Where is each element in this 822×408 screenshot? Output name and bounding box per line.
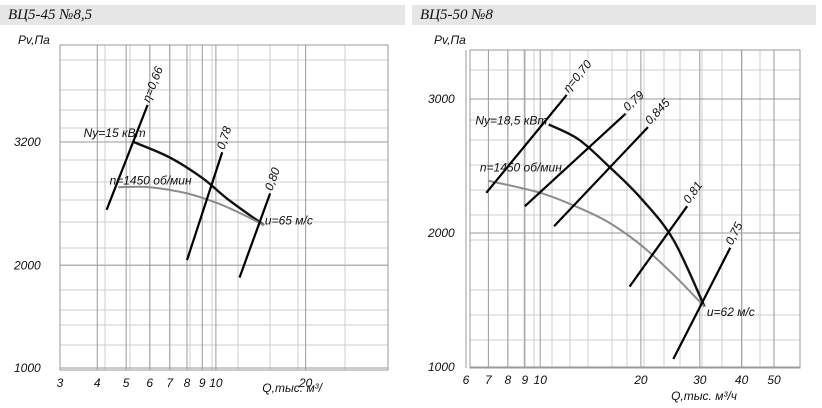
power-curve [133, 140, 265, 227]
efficiency-label: 0,80 [262, 165, 283, 192]
efficiency-line [105, 104, 149, 211]
y-tick-label: 1000 [14, 361, 41, 375]
curve-annotation: u=65 м/с [265, 214, 313, 228]
y-tick-label: 2000 [13, 258, 41, 272]
x-tick-label: 9 [199, 376, 206, 390]
x-tick-label: 6 [146, 376, 153, 390]
efficiency-label: 0,81 [680, 179, 705, 206]
x-tick-label: 9 [522, 373, 529, 387]
y-tick-label: 1000 [428, 360, 455, 374]
x-tick-label: 6 [463, 373, 470, 387]
speed-curve [488, 179, 706, 308]
y-tick-label: 3200 [14, 135, 41, 149]
x-tick-label: 7 [166, 376, 174, 390]
chart-right-plot: Pv,Па Q,тыс. м³/ч 6 7 8 9 10 20 30 40 50 1000 2000 30… [427, 33, 801, 403]
chart-left-title: ВЦ5-45 №8,5 [0, 5, 405, 25]
chart-right: ВЦ5-50 №8 Pv,Па Q,тыс. м³/ч 6 7 8 9 10 20 30 40 50… [412, 0, 822, 408]
y-axis-label: Pv,Па [434, 33, 466, 47]
curve-annotation: n=1450 об/мин [110, 174, 192, 188]
efficiency-label: η=0,66 [139, 64, 166, 104]
efficiency-label: 0,79 [620, 88, 647, 114]
x-tick-label: 10 [209, 376, 223, 390]
curve-annotation: Ny=15 кВт [84, 126, 146, 140]
efficiency-line [524, 112, 627, 208]
efficiency-label: 0,845 [642, 96, 673, 128]
grid [465, 49, 801, 369]
x-tick-label: 5 [123, 376, 130, 390]
x-tick-label: 10 [534, 373, 548, 387]
x-tick-label: 8 [504, 373, 511, 387]
curve-annotation: n=1450 об/мин [480, 160, 562, 174]
efficiency-line [672, 247, 732, 360]
efficiency-label: η=0,70 [560, 57, 595, 95]
x-tick-label: 20 [298, 376, 313, 390]
speed-curve [118, 185, 265, 227]
x-tick-label: 50 [767, 373, 781, 387]
y-tick-label: 3000 [428, 92, 455, 106]
y-axis-label: Pv,Па [18, 33, 50, 47]
chart-left: ВЦ5-45 №8,5 Pv,Па Q,тыс. м³/3 4 5 6 7 8 9 10 20 10… [0, 0, 405, 408]
power-curve [548, 123, 706, 308]
efficiency-line [485, 94, 568, 194]
x-tick-label: 40 [735, 373, 749, 387]
efficiency-line [628, 205, 689, 288]
efficiency-line [553, 126, 649, 228]
curve-annotation: u=62 м/с [707, 305, 755, 319]
efficiency-line [185, 151, 224, 261]
plot-frame [469, 49, 801, 369]
x-tick-label: 7 [485, 373, 493, 387]
curve-annotation: Ny=18,5 кВт [475, 113, 547, 127]
x-tick-label: 4 [94, 376, 101, 390]
x-tick-label: 8 [184, 376, 191, 390]
x-tick-label: 20 [633, 373, 648, 387]
y-tick-label: 2000 [427, 226, 455, 240]
chart-left-plot: Pv,Па Q,тыс. м³/3 4 5 6 7 8 9 10 20 1000 2000 3200 η=… [13, 33, 389, 395]
grid [59, 44, 389, 371]
x-axis-label: Q,тыс. м³/ч [671, 389, 737, 403]
x-tick-label: 3 [57, 376, 64, 390]
x-axis-label: Q,тыс. м³/ [262, 381, 323, 395]
chart-right-title: ВЦ5-50 №8 [412, 5, 816, 25]
efficiency-label: 0,78 [214, 124, 235, 151]
x-tick-label: 30 [693, 373, 707, 387]
efficiency-line [238, 192, 272, 278]
plot-frame [59, 44, 389, 371]
